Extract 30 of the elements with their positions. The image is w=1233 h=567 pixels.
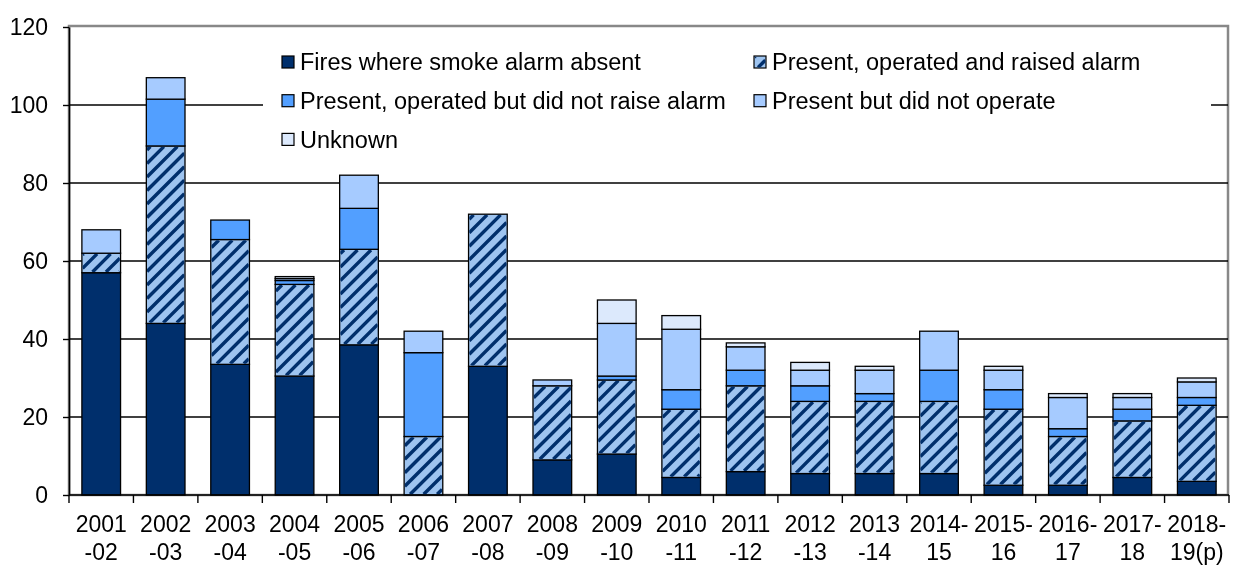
x-tick-label: 2002 -03 — [140, 511, 192, 565]
y-tick-label: 80 — [22, 169, 48, 196]
y-tick-label: 20 — [22, 403, 48, 430]
legend-label: Present but did not operate — [772, 87, 1056, 114]
y-tick-label: 120 — [9, 13, 48, 40]
y-tick-label: 60 — [22, 247, 48, 274]
x-tick-label: 2006 -07 — [397, 511, 450, 565]
x-tick-label: 2014- 15 — [909, 511, 969, 565]
x-tick-label: 2003 -04 — [204, 511, 256, 565]
legend-label: Present, operated but did not raise alarm — [300, 87, 726, 114]
x-tick-label: 2013 -14 — [848, 511, 901, 565]
x-tick-label: 2008 -09 — [526, 511, 578, 565]
x-tick-label: 2004 -05 — [268, 511, 321, 565]
x-tick-label: 2001 -02 — [75, 511, 127, 565]
y-tick-label: 0 — [35, 481, 48, 508]
x-tick-label: 2016- 17 — [1038, 511, 1098, 565]
y-tick-label: 40 — [22, 325, 48, 352]
x-tick-label: 2007 -08 — [462, 511, 514, 565]
legend-label: Unknown — [300, 126, 398, 153]
x-tick-label: 2015- 16 — [974, 511, 1033, 565]
y-tick-label: 100 — [9, 91, 48, 118]
x-tick-label: 2009 -10 — [591, 511, 643, 565]
legend-label: Present, operated and raised alarm — [772, 49, 1141, 76]
legend-label: Fires where smoke alarm absent — [300, 49, 642, 76]
x-tick-label: 2017- 18 — [1102, 511, 1162, 565]
x-tick-label: 2018- 19(p) — [1167, 511, 1227, 565]
x-tick-label: 2010 -11 — [655, 511, 707, 565]
x-tick-label: 2012 -13 — [784, 511, 836, 565]
x-tick-label: 2005 -06 — [333, 511, 385, 565]
x-tick-label: 2011 -12 — [720, 511, 771, 565]
